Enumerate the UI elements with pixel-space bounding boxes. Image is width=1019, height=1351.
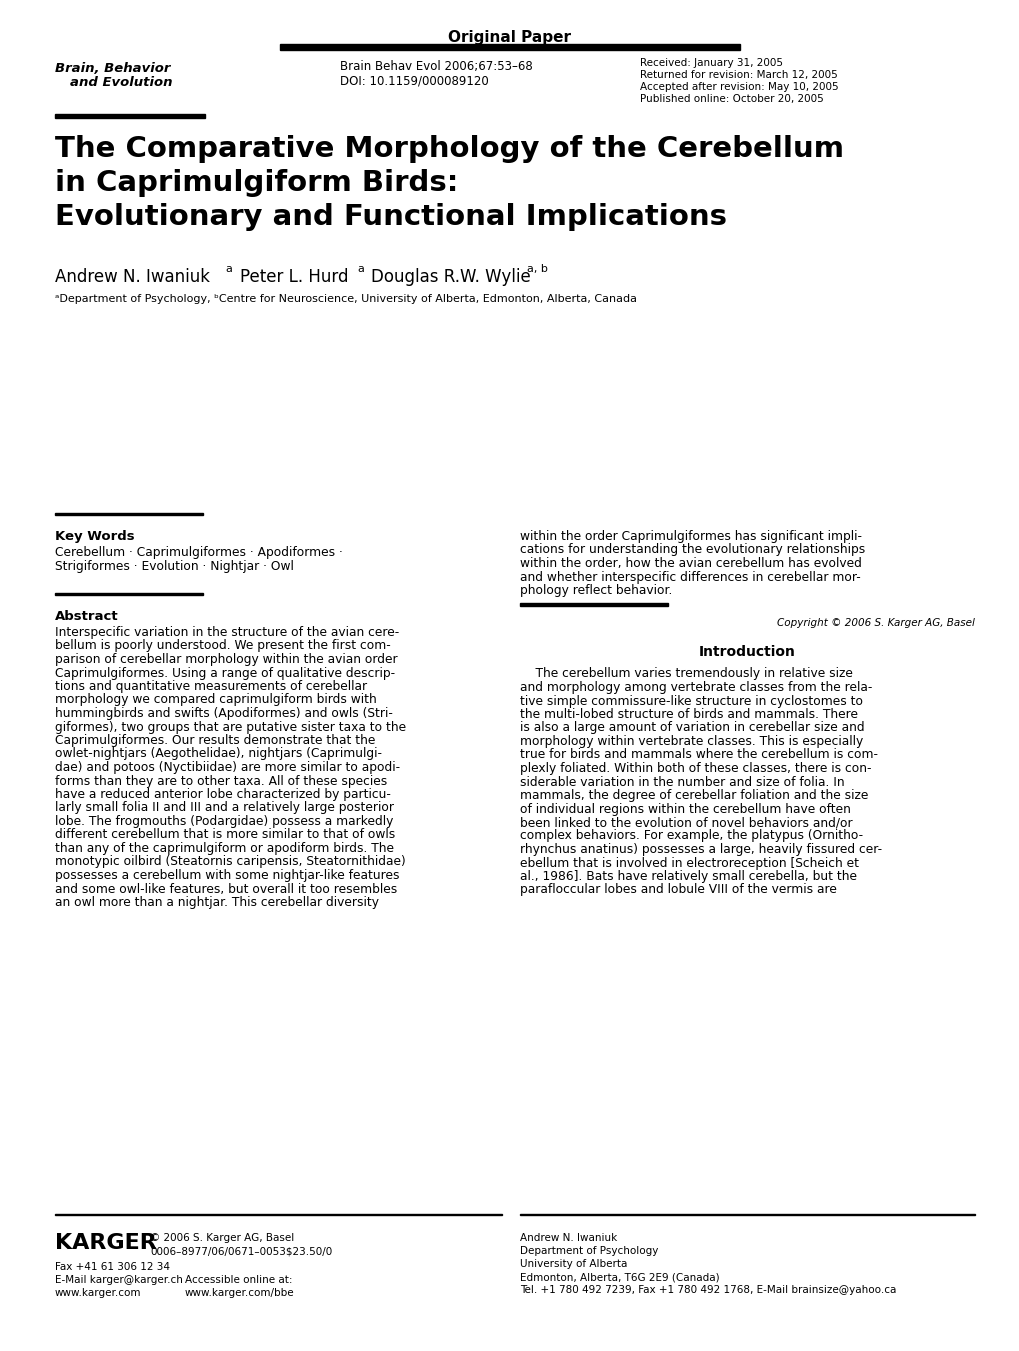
Text: a, b: a, b: [527, 263, 547, 274]
Text: cations for understanding the evolutionary relationships: cations for understanding the evolutiona…: [520, 543, 864, 557]
Text: Strigiformes · Evolution · Nightjar · Owl: Strigiformes · Evolution · Nightjar · Ow…: [55, 561, 293, 573]
Text: dae) and potoos (Nyctibiidae) are more similar to apodi-: dae) and potoos (Nyctibiidae) are more s…: [55, 761, 399, 774]
Text: Published online: October 20, 2005: Published online: October 20, 2005: [639, 95, 823, 104]
Text: within the order, how the avian cerebellum has evolved: within the order, how the avian cerebell…: [520, 557, 861, 570]
Text: possesses a cerebellum with some nightjar-like features: possesses a cerebellum with some nightja…: [55, 869, 399, 882]
Text: Douglas R.W. Wylie: Douglas R.W. Wylie: [371, 267, 530, 286]
Text: bellum is poorly understood. We present the first com-: bellum is poorly understood. We present …: [55, 639, 390, 653]
Text: Fax +41 61 306 12 34: Fax +41 61 306 12 34: [55, 1262, 170, 1273]
Text: parafloccular lobes and lobule VIII of the vermis are: parafloccular lobes and lobule VIII of t…: [520, 884, 836, 897]
Text: complex behaviors. For example, the platypus (Ornitho-: complex behaviors. For example, the plat…: [520, 830, 862, 843]
Text: parison of cerebellar morphology within the avian order: parison of cerebellar morphology within …: [55, 653, 397, 666]
Text: Introduction: Introduction: [698, 646, 795, 659]
Bar: [55, 1213, 501, 1215]
Text: Copyright © 2006 S. Karger AG, Basel: Copyright © 2006 S. Karger AG, Basel: [776, 617, 974, 627]
Text: hummingbirds and swifts (Apodiformes) and owls (Stri-: hummingbirds and swifts (Apodiformes) an…: [55, 707, 392, 720]
Text: Accessible online at:: Accessible online at:: [184, 1275, 292, 1285]
Text: within the order Caprimulgiformes has significant impli-: within the order Caprimulgiformes has si…: [520, 530, 861, 543]
Text: Received: January 31, 2005: Received: January 31, 2005: [639, 58, 783, 68]
Text: Brain, Behavior: Brain, Behavior: [55, 62, 170, 76]
Text: Caprimulgiformes. Using a range of qualitative descrip-: Caprimulgiformes. Using a range of quali…: [55, 666, 394, 680]
Text: siderable variation in the number and size of folia. In: siderable variation in the number and si…: [520, 775, 844, 789]
Text: Andrew N. Iwaniuk: Andrew N. Iwaniuk: [55, 267, 210, 286]
Bar: [55, 113, 205, 118]
Text: KARGER: KARGER: [55, 1233, 157, 1252]
Text: Edmonton, Alberta, T6G 2E9 (Canada): Edmonton, Alberta, T6G 2E9 (Canada): [520, 1273, 719, 1282]
Bar: [280, 45, 739, 50]
Text: DOI: 10.1159/000089120: DOI: 10.1159/000089120: [339, 74, 488, 86]
Text: Cerebellum · Caprimulgiformes · Apodiformes ·: Cerebellum · Caprimulgiformes · Apodifor…: [55, 546, 342, 559]
Text: forms than they are to other taxa. All of these species: forms than they are to other taxa. All o…: [55, 774, 387, 788]
Text: the multi-lobed structure of birds and mammals. There: the multi-lobed structure of birds and m…: [520, 708, 857, 721]
Text: mammals, the degree of cerebellar foliation and the size: mammals, the degree of cerebellar foliat…: [520, 789, 867, 802]
Text: Original Paper: Original Paper: [448, 30, 571, 45]
Bar: [520, 1213, 974, 1215]
Text: been linked to the evolution of novel behaviors and/or: been linked to the evolution of novel be…: [520, 816, 852, 830]
Text: www.karger.com/bbe: www.karger.com/bbe: [184, 1288, 294, 1298]
Text: an owl more than a nightjar. This cerebellar diversity: an owl more than a nightjar. This cerebe…: [55, 896, 379, 909]
Text: phology reflect behavior.: phology reflect behavior.: [520, 584, 672, 597]
Text: lobe. The frogmouths (Podargidae) possess a markedly: lobe. The frogmouths (Podargidae) posses…: [55, 815, 393, 828]
Text: Department of Psychology: Department of Psychology: [520, 1246, 657, 1256]
Text: www.karger.com: www.karger.com: [55, 1288, 142, 1298]
Text: monotypic oilbird (Steatornis caripensis, Steatornithidae): monotypic oilbird (Steatornis caripensis…: [55, 855, 406, 869]
Text: have a reduced anterior lobe characterized by particu-: have a reduced anterior lobe characteriz…: [55, 788, 390, 801]
Text: Abstract: Abstract: [55, 611, 118, 623]
Text: Peter L. Hurd: Peter L. Hurd: [239, 267, 348, 286]
Text: Andrew N. Iwaniuk: Andrew N. Iwaniuk: [520, 1233, 616, 1243]
Text: al., 1986]. Bats have relatively small cerebella, but the: al., 1986]. Bats have relatively small c…: [520, 870, 856, 884]
Text: The Comparative Morphology of the Cerebellum: The Comparative Morphology of the Cerebe…: [55, 135, 843, 163]
Text: tive simple commissure-like structure in cyclostomes to: tive simple commissure-like structure in…: [520, 694, 862, 708]
Text: E-Mail karger@karger.ch: E-Mail karger@karger.ch: [55, 1275, 182, 1285]
Bar: [55, 593, 203, 594]
Text: Tel. +1 780 492 7239, Fax +1 780 492 1768, E-Mail brainsize@yahoo.ca: Tel. +1 780 492 7239, Fax +1 780 492 176…: [520, 1285, 896, 1296]
Text: true for birds and mammals where the cerebellum is com-: true for birds and mammals where the cer…: [520, 748, 877, 762]
Text: rhynchus anatinus) possesses a large, heavily fissured cer-: rhynchus anatinus) possesses a large, he…: [520, 843, 881, 857]
Text: Evolutionary and Functional Implications: Evolutionary and Functional Implications: [55, 203, 727, 231]
Text: tions and quantitative measurements of cerebellar: tions and quantitative measurements of c…: [55, 680, 367, 693]
Text: is also a large amount of variation in cerebellar size and: is also a large amount of variation in c…: [520, 721, 864, 735]
Text: plexly foliated. Within both of these classes, there is con-: plexly foliated. Within both of these cl…: [520, 762, 870, 775]
Text: in Caprimulgiform Birds:: in Caprimulgiform Birds:: [55, 169, 458, 197]
Text: ᵃDepartment of Psychology, ᵇCentre for Neuroscience, University of Alberta, Edmo: ᵃDepartment of Psychology, ᵇCentre for N…: [55, 295, 637, 304]
Text: 0006–8977/06/0671–0053$23.50/0: 0006–8977/06/0671–0053$23.50/0: [150, 1246, 332, 1256]
Text: and Evolution: and Evolution: [70, 76, 172, 89]
Text: Caprimulgiformes. Our results demonstrate that the: Caprimulgiformes. Our results demonstrat…: [55, 734, 375, 747]
Text: Accepted after revision: May 10, 2005: Accepted after revision: May 10, 2005: [639, 82, 838, 92]
Text: owlet-nightjars (Aegothelidae), nightjars (Caprimulgi-: owlet-nightjars (Aegothelidae), nightjar…: [55, 747, 382, 761]
Text: The cerebellum varies tremendously in relative size: The cerebellum varies tremendously in re…: [520, 667, 852, 681]
Text: giformes), two groups that are putative sister taxa to the: giformes), two groups that are putative …: [55, 720, 406, 734]
Text: than any of the caprimulgiform or apodiform birds. The: than any of the caprimulgiform or apodif…: [55, 842, 393, 855]
Text: morphology we compared caprimulgiform birds with: morphology we compared caprimulgiform bi…: [55, 693, 376, 707]
Text: and morphology among vertebrate classes from the rela-: and morphology among vertebrate classes …: [520, 681, 871, 694]
Text: and whether interspecific differences in cerebellar mor-: and whether interspecific differences in…: [520, 570, 860, 584]
Text: Brain Behav Evol 2006;67:53–68: Brain Behav Evol 2006;67:53–68: [339, 59, 532, 73]
Text: and some owl-like features, but overall it too resembles: and some owl-like features, but overall …: [55, 882, 396, 896]
Text: a: a: [225, 263, 231, 274]
Text: ebellum that is involved in electroreception [Scheich et: ebellum that is involved in electrorecep…: [520, 857, 858, 870]
Text: © 2006 S. Karger AG, Basel: © 2006 S. Karger AG, Basel: [150, 1233, 293, 1243]
Text: larly small folia II and III and a relatively large posterior: larly small folia II and III and a relat…: [55, 801, 393, 815]
Text: Interspecific variation in the structure of the avian cere-: Interspecific variation in the structure…: [55, 626, 398, 639]
Text: Returned for revision: March 12, 2005: Returned for revision: March 12, 2005: [639, 70, 837, 80]
Text: of individual regions within the cerebellum have often: of individual regions within the cerebel…: [520, 802, 850, 816]
Text: a: a: [357, 263, 364, 274]
Text: Key Words: Key Words: [55, 530, 135, 543]
Text: University of Alberta: University of Alberta: [520, 1259, 627, 1269]
Bar: [520, 603, 667, 605]
Text: morphology within vertebrate classes. This is especially: morphology within vertebrate classes. Th…: [520, 735, 862, 748]
Text: different cerebellum that is more similar to that of owls: different cerebellum that is more simila…: [55, 828, 395, 842]
Bar: [55, 512, 203, 515]
